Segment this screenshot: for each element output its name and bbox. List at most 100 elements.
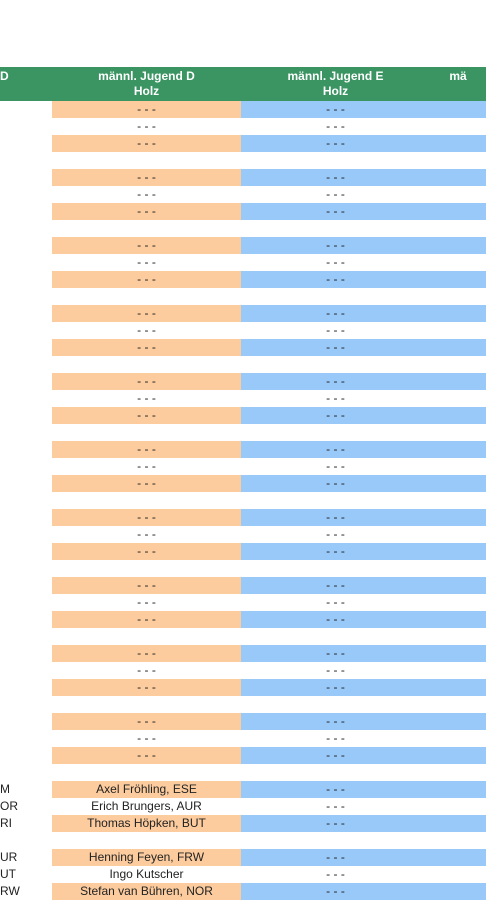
next-col-cell	[430, 747, 486, 764]
next-col-cell	[430, 645, 486, 662]
header-mj-e-line1: männl. Jugend E	[287, 69, 384, 83]
row-label-cell	[0, 237, 52, 254]
row-label-cell	[0, 407, 52, 424]
mj-e-cell	[241, 424, 430, 441]
row-label-cell	[0, 339, 52, 356]
table-row: - - -- - -	[0, 305, 486, 322]
spacer-row	[0, 560, 486, 577]
next-col-cell	[430, 339, 486, 356]
next-col-cell	[430, 662, 486, 679]
next-col-cell	[430, 679, 486, 696]
mj-d-cell: - - -	[52, 611, 241, 628]
mj-e-cell	[241, 764, 430, 781]
mj-e-cell: - - -	[241, 118, 430, 135]
next-col-cell	[430, 849, 486, 866]
mj-e-cell: - - -	[241, 781, 430, 798]
spacer-row	[0, 152, 486, 169]
table-row: - - -- - -	[0, 101, 486, 118]
row-label-cell: UT	[0, 866, 52, 883]
mj-e-cell: - - -	[241, 662, 430, 679]
table-row: - - -- - -	[0, 407, 486, 424]
mj-d-cell: Ingo Kutscher	[52, 866, 241, 883]
mj-e-cell: - - -	[241, 798, 430, 815]
mj-d-cell: - - -	[52, 526, 241, 543]
mj-e-cell: - - -	[241, 543, 430, 560]
table-row: - - -- - -	[0, 390, 486, 407]
table-row: - - -- - -	[0, 135, 486, 152]
table-row: - - -- - -	[0, 679, 486, 696]
next-col-cell	[430, 169, 486, 186]
table-row: UR Henning Feyen, FRW - - -	[0, 849, 486, 866]
mj-d-cell: - - -	[52, 645, 241, 662]
table-row: OR Erich Brungers, AUR - - -	[0, 798, 486, 815]
mj-d-cell	[52, 560, 241, 577]
mj-d-cell: - - -	[52, 390, 241, 407]
row-label-cell	[0, 271, 52, 288]
table-row: - - -- - -	[0, 594, 486, 611]
next-col-cell	[430, 883, 486, 900]
row-label-cell	[0, 356, 52, 373]
row-label-cell	[0, 169, 52, 186]
next-col-cell	[430, 288, 486, 305]
row-label-cell	[0, 101, 52, 118]
table-row: - - -- - -	[0, 118, 486, 135]
row-label-cell	[0, 577, 52, 594]
mj-d-cell: Erich Brungers, AUR	[52, 798, 241, 815]
next-col-cell	[430, 271, 486, 288]
mj-e-cell	[241, 628, 430, 645]
mj-e-cell: - - -	[241, 441, 430, 458]
table-row: - - -- - -	[0, 271, 486, 288]
next-col-cell	[430, 713, 486, 730]
results-table: D männl. Jugend D Holz männl. Jugend E H…	[0, 67, 486, 900]
row-label-cell	[0, 594, 52, 611]
table-body: - - -- - -- - -- - -- - -- - -- - -- - -…	[0, 101, 486, 900]
mj-e-cell	[241, 832, 430, 849]
row-label-cell	[0, 152, 52, 169]
row-label-cell	[0, 526, 52, 543]
mj-d-cell: - - -	[52, 458, 241, 475]
row-label-cell	[0, 628, 52, 645]
table-row: - - -- - -	[0, 254, 486, 271]
mj-d-cell: - - -	[52, 407, 241, 424]
next-col-cell	[430, 424, 486, 441]
spacer-row	[0, 832, 486, 849]
mj-d-cell	[52, 696, 241, 713]
mj-e-cell: - - -	[241, 815, 430, 832]
next-col-cell	[430, 356, 486, 373]
mj-d-cell: - - -	[52, 373, 241, 390]
mj-e-cell	[241, 560, 430, 577]
mj-e-cell: - - -	[241, 611, 430, 628]
mj-e-cell: - - -	[241, 254, 430, 271]
next-col-cell	[430, 577, 486, 594]
mj-d-cell	[52, 220, 241, 237]
mj-e-cell: - - -	[241, 169, 430, 186]
mj-d-cell: - - -	[52, 713, 241, 730]
spacer-row	[0, 696, 486, 713]
mj-e-cell: - - -	[241, 135, 430, 152]
mj-d-cell: - - -	[52, 186, 241, 203]
mj-d-cell: - - -	[52, 543, 241, 560]
row-label-cell	[0, 645, 52, 662]
mj-e-cell: - - -	[241, 594, 430, 611]
mj-e-cell: - - -	[241, 730, 430, 747]
mj-e-cell	[241, 356, 430, 373]
mj-d-cell: - - -	[52, 441, 241, 458]
row-label-cell	[0, 288, 52, 305]
mj-e-cell: - - -	[241, 237, 430, 254]
mj-d-cell	[52, 832, 241, 849]
table-row: - - -- - -	[0, 339, 486, 356]
next-col-cell	[430, 254, 486, 271]
mj-e-cell: - - -	[241, 390, 430, 407]
table-row: - - -- - -	[0, 509, 486, 526]
table-row: RI Thomas Höpken, BUT - - -	[0, 815, 486, 832]
mj-e-cell: - - -	[241, 577, 430, 594]
table-row: - - -- - -	[0, 373, 486, 390]
header-col3: mä	[449, 69, 467, 83]
next-col-cell	[430, 543, 486, 560]
row-label-cell	[0, 118, 52, 135]
mj-d-cell	[52, 152, 241, 169]
mj-e-cell: - - -	[241, 458, 430, 475]
mj-d-cell: - - -	[52, 577, 241, 594]
mj-d-cell: - - -	[52, 322, 241, 339]
header-mj-e: männl. Jugend E Holz	[241, 69, 430, 99]
